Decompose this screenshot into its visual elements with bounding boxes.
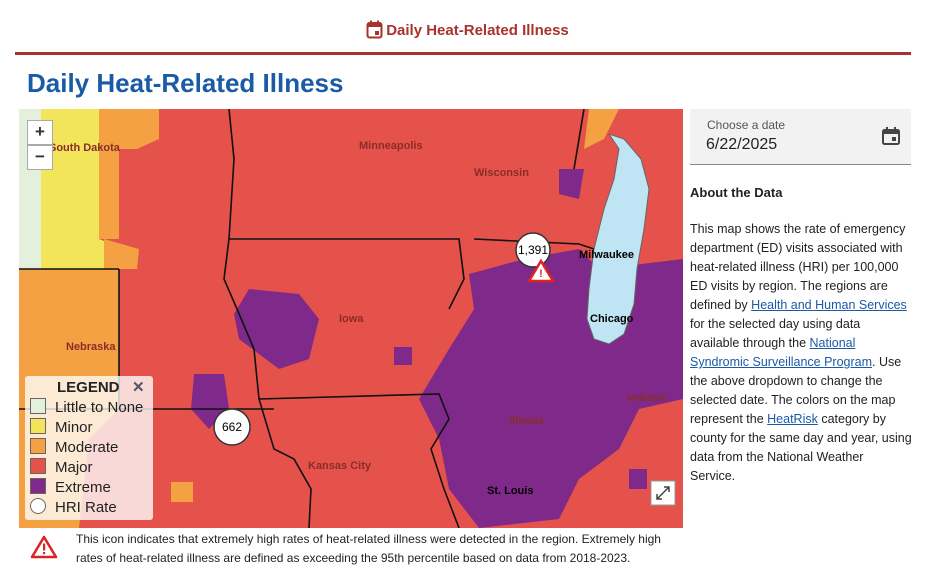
calendar-icon[interactable] bbox=[881, 126, 901, 146]
legend-label: Moderate bbox=[55, 439, 119, 456]
zoom-out[interactable]: − bbox=[27, 145, 53, 170]
map-label: Minneapolis bbox=[359, 140, 423, 152]
page-title: Daily Heat-Related Illness bbox=[27, 68, 344, 98]
map-label: Nebraska bbox=[66, 341, 116, 353]
legend-swatch bbox=[30, 418, 46, 434]
extreme-area bbox=[234, 289, 319, 369]
legend-label: Extreme bbox=[55, 479, 111, 496]
map-label: Milwaukee bbox=[579, 249, 634, 261]
link[interactable]: Health and Human Services bbox=[751, 298, 907, 312]
legend-item: HRI Rate bbox=[30, 498, 117, 518]
map-label: St. Louis bbox=[487, 485, 533, 497]
text: . Use the above dropdown to change the s… bbox=[690, 355, 902, 426]
moderate-area bbox=[99, 109, 159, 239]
lake-michigan bbox=[586, 133, 650, 345]
hri-marker-label: 662 bbox=[222, 420, 242, 434]
legend-label: Little to None bbox=[55, 399, 144, 416]
hri-marker[interactable] bbox=[515, 232, 551, 268]
legend-swatch bbox=[30, 458, 46, 474]
link[interactable]: HeatRisk bbox=[767, 412, 818, 426]
legend-swatch bbox=[30, 438, 46, 454]
hri-marker[interactable] bbox=[213, 408, 251, 446]
legend-item: Little to None bbox=[30, 398, 143, 418]
legend-swatch bbox=[30, 478, 46, 494]
map-labels: South Dakota Minneapolis Wisconsin Milwa… bbox=[49, 140, 666, 497]
map-label: Kansas City bbox=[308, 460, 372, 472]
legend-label: HRI Rate bbox=[55, 499, 117, 516]
map-label: Indiana bbox=[627, 392, 666, 404]
legend-item: Minor bbox=[30, 418, 93, 438]
map-label: South Dakota bbox=[49, 142, 121, 154]
alert-icon: ! bbox=[539, 268, 543, 280]
link[interactable]: National Syndromic Surveillance Program bbox=[690, 336, 873, 369]
legend-title: LEGEND bbox=[57, 379, 120, 396]
hri-marker-label: 1,391 bbox=[518, 243, 548, 257]
extreme-area bbox=[394, 347, 412, 365]
zoom-in[interactable]: + bbox=[27, 120, 53, 145]
text: This map shows the rate of emergency dep… bbox=[690, 222, 906, 312]
footnote: This icon indicates that extremely high … bbox=[76, 532, 661, 565]
about-text: This map shows the rate of emergency dep… bbox=[690, 220, 912, 486]
moderate-area bbox=[584, 109, 619, 149]
text: for the selected day using data availabl… bbox=[690, 317, 861, 350]
map-label: Wisconsin bbox=[474, 167, 529, 179]
header: Daily Heat-Related Illness bbox=[0, 20, 935, 39]
about-title: About the Data bbox=[690, 185, 783, 200]
map-label: Chicago bbox=[590, 313, 634, 325]
legend-item: Major bbox=[30, 458, 93, 478]
extreme-area bbox=[629, 469, 647, 489]
legend-close[interactable]: ✕ bbox=[132, 379, 145, 396]
legend-label: Minor bbox=[55, 419, 93, 436]
extreme-area bbox=[559, 169, 584, 199]
divider bbox=[15, 52, 911, 55]
moderate-area bbox=[104, 239, 139, 269]
text: category by county for the same day and … bbox=[690, 412, 912, 483]
legend: LEGEND ✕ Little to None Minor Moderate M… bbox=[25, 376, 153, 520]
calendar-icon bbox=[366, 20, 383, 39]
fullscreen-icon bbox=[656, 486, 670, 500]
legend-swatch bbox=[30, 498, 46, 514]
legend-label: Major bbox=[55, 459, 93, 476]
map-label: Iowa bbox=[339, 313, 364, 325]
legend-item: Extreme bbox=[30, 478, 111, 498]
alert-icon bbox=[526, 258, 556, 283]
legend-swatch bbox=[30, 398, 46, 414]
legend-item: Moderate bbox=[30, 438, 118, 458]
date-value: 6/22/2025 bbox=[706, 136, 778, 153]
map-label: Illinois bbox=[509, 415, 544, 427]
alert-icon bbox=[30, 535, 58, 559]
date-label: Choose a date bbox=[707, 118, 786, 132]
date-picker[interactable]: Choose a date 6/22/2025 bbox=[690, 109, 911, 165]
header-title: Daily Heat-Related Illness bbox=[386, 22, 569, 39]
moderate-area bbox=[171, 482, 193, 502]
